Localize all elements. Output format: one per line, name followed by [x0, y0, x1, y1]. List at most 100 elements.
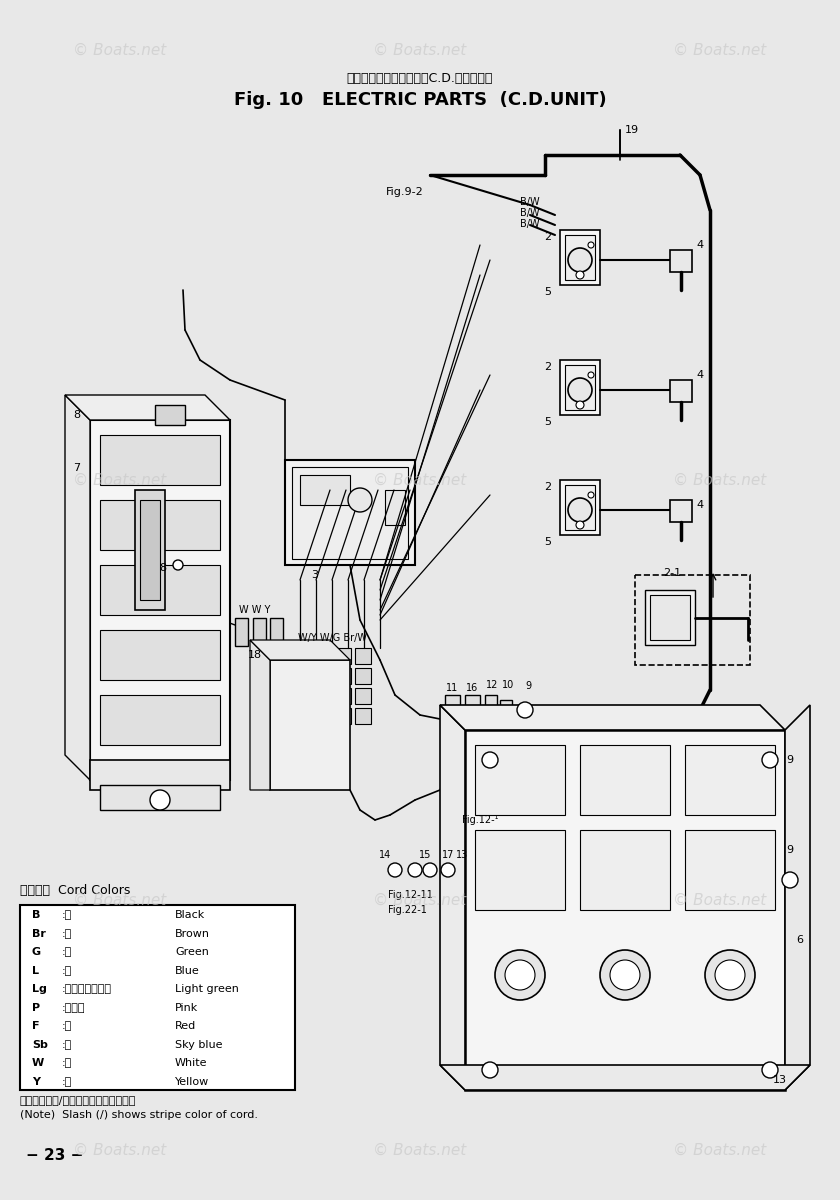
Text: :茗: :茗: [62, 929, 72, 938]
Circle shape: [568, 498, 592, 522]
Text: Blue: Blue: [175, 966, 200, 976]
Text: :赤: :赤: [62, 1021, 72, 1031]
Polygon shape: [65, 395, 90, 780]
Bar: [315, 648, 331, 664]
Text: :空: :空: [62, 1039, 72, 1050]
Bar: [475, 830, 565, 910]
Circle shape: [505, 960, 535, 990]
Polygon shape: [250, 640, 270, 790]
Bar: [355, 668, 371, 684]
Text: 11: 11: [446, 683, 458, 692]
Text: F: F: [32, 1021, 39, 1031]
Circle shape: [150, 790, 170, 810]
Bar: [253, 618, 266, 646]
Circle shape: [408, 863, 422, 877]
Bar: [335, 668, 351, 684]
Text: 6: 6: [796, 935, 804, 946]
Text: © Boats.net: © Boats.net: [674, 473, 767, 487]
Circle shape: [610, 960, 640, 990]
Text: :緑: :緑: [62, 947, 72, 958]
Bar: [475, 745, 565, 815]
Bar: [295, 708, 311, 724]
Text: B/W: B/W: [520, 218, 540, 229]
Bar: [270, 618, 283, 646]
Text: Yellow: Yellow: [175, 1076, 209, 1087]
Text: 14: 14: [379, 850, 391, 860]
Text: 17: 17: [442, 850, 454, 860]
Circle shape: [576, 401, 584, 409]
Text: 4: 4: [696, 370, 704, 380]
Bar: [645, 590, 695, 646]
Circle shape: [568, 378, 592, 402]
Text: :ピンク: :ピンク: [62, 1003, 86, 1013]
Text: (Note)  Slash (/) shows stripe color of cord.: (Note) Slash (/) shows stripe color of c…: [20, 1110, 258, 1120]
Bar: [270, 660, 350, 790]
Bar: [560, 360, 600, 415]
Text: Y: Y: [32, 1076, 40, 1087]
Circle shape: [715, 960, 745, 990]
Circle shape: [588, 372, 594, 378]
Bar: [90, 420, 230, 780]
Circle shape: [600, 950, 650, 1000]
Text: White: White: [175, 1058, 207, 1068]
Bar: [650, 595, 690, 640]
Circle shape: [762, 752, 778, 768]
Text: © Boats.net: © Boats.net: [373, 42, 467, 58]
Text: Lg: Lg: [32, 984, 47, 994]
Circle shape: [705, 950, 755, 1000]
Bar: [465, 730, 785, 1090]
Bar: [292, 467, 408, 559]
Text: 18: 18: [248, 650, 262, 660]
Bar: [485, 695, 497, 730]
Text: 19: 19: [625, 125, 639, 134]
Circle shape: [441, 863, 455, 877]
Text: © Boats.net: © Boats.net: [674, 42, 767, 58]
Text: 2: 2: [544, 232, 552, 242]
Text: L: L: [32, 966, 39, 976]
Bar: [315, 708, 331, 724]
Text: © Boats.net: © Boats.net: [73, 473, 166, 487]
Circle shape: [173, 560, 183, 570]
Text: :ライトグリーン: :ライトグリーン: [62, 984, 112, 994]
Bar: [355, 688, 371, 704]
Polygon shape: [250, 640, 350, 660]
Text: 3: 3: [312, 570, 318, 580]
Text: W W Y: W W Y: [239, 605, 270, 614]
Bar: [315, 668, 331, 684]
Bar: [560, 480, 600, 535]
Text: © Boats.net: © Boats.net: [73, 1142, 166, 1158]
Text: 16: 16: [466, 683, 478, 692]
Text: Fig.12-11: Fig.12-11: [388, 890, 433, 900]
Text: Fig.12-¹: Fig.12-¹: [462, 815, 498, 826]
Text: 9: 9: [786, 755, 794, 766]
Text: 5: 5: [544, 287, 552, 296]
Bar: [20, 905, 295, 1090]
Bar: [580, 745, 670, 815]
Text: 2: 2: [544, 482, 552, 492]
Circle shape: [517, 702, 533, 718]
Bar: [235, 618, 248, 646]
Bar: [355, 708, 371, 724]
Text: © Boats.net: © Boats.net: [373, 893, 467, 907]
Text: :青: :青: [62, 966, 72, 976]
Text: 5: 5: [544, 416, 552, 427]
Text: © Boats.net: © Boats.net: [373, 1142, 467, 1158]
Text: Black: Black: [175, 910, 205, 920]
Text: © Boats.net: © Boats.net: [674, 893, 767, 907]
Bar: [90, 760, 230, 790]
Bar: [100, 785, 220, 810]
Text: 9: 9: [786, 845, 794, 854]
Text: Light green: Light green: [175, 984, 239, 994]
Circle shape: [782, 872, 798, 888]
Text: − 23 −: − 23 −: [26, 1147, 84, 1163]
Bar: [285, 460, 415, 565]
Bar: [140, 500, 160, 600]
Text: 13: 13: [456, 850, 468, 860]
Text: 8: 8: [73, 410, 81, 420]
Bar: [335, 648, 351, 664]
Circle shape: [576, 521, 584, 529]
Text: Sb: Sb: [32, 1039, 48, 1050]
Bar: [670, 250, 692, 272]
Text: 10: 10: [501, 680, 514, 690]
Text: 5: 5: [544, 538, 552, 547]
